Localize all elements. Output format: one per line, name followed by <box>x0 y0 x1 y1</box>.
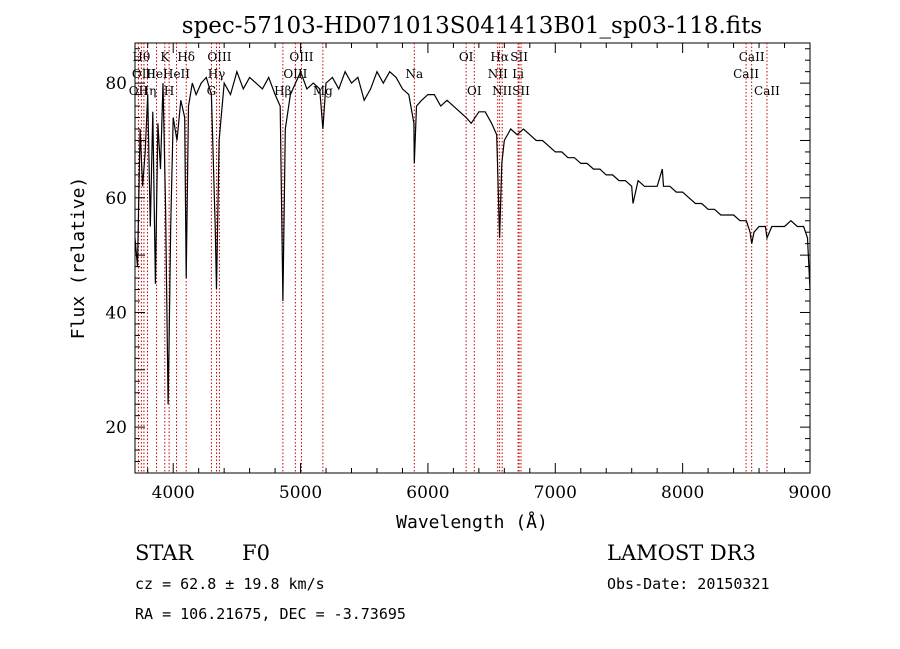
spectral-line-label-17: OI <box>459 50 474 64</box>
spectral-line-label-10: Hγ <box>208 67 226 81</box>
redshift-cz: cz = 62.8 ± 19.8 km/s <box>135 575 325 593</box>
spectral-line-label-4: HeI <box>145 67 168 81</box>
plot-frame <box>134 42 811 474</box>
x-tick-label-1: 5000 <box>279 483 322 503</box>
spectral-line-label-7: HeII <box>163 67 190 81</box>
spectral-line-label-18: OI <box>467 84 482 98</box>
x-tick-label-0: 4000 <box>152 483 195 503</box>
spectral-line-markers <box>137 43 768 473</box>
spectral-line-label-19: NII <box>488 67 508 81</box>
spectrum-series-line <box>134 69 811 405</box>
x-tick-label-3: 7000 <box>534 483 577 503</box>
spectral-line-label-8: Hδ <box>177 50 195 64</box>
spectral-line-label-22: Li <box>512 67 524 81</box>
spectral-line-label-2: OIII <box>132 67 156 81</box>
y-tick-label-1: 40 <box>105 303 127 323</box>
object-subclass: F0 <box>242 541 270 565</box>
spectral-line-label-0: OII <box>129 84 149 98</box>
spectral-line-label-27: CaII <box>754 84 780 98</box>
spectral-line-label-6: H <box>164 84 174 98</box>
chart-title: spec-57103-HD071013S041413B01_sp03-118.f… <box>182 13 762 39</box>
y-tick-label-3: 80 <box>105 74 127 94</box>
x-axis-label: Wavelength (Å) <box>396 511 548 533</box>
spectral-line-label-9: G <box>207 84 217 98</box>
spectral-line-label-3: Hη <box>139 84 157 98</box>
spectral-line-label-23: SII <box>510 50 528 64</box>
observation-date: Obs-Date: 20150321 <box>607 575 770 593</box>
spectral-line-label-1: Hθ <box>133 50 151 64</box>
x-tick-label-5: 9000 <box>788 483 831 503</box>
spectral-line-label-11: OIII <box>207 50 231 64</box>
spectral-line-label-12: Hβ <box>274 84 291 98</box>
y-tick-label-0: 20 <box>105 418 127 438</box>
y-axis-label: Flux (relative) <box>68 177 89 340</box>
spectral-line-label-13: OIII <box>283 67 307 81</box>
y-tick-label-2: 60 <box>105 189 127 209</box>
spectral-line-label-25: CaII <box>733 67 759 81</box>
x-tick-label-2: 6000 <box>406 483 449 503</box>
spectral-line-label-21: NII <box>492 84 512 98</box>
object-class: STAR <box>135 541 194 565</box>
spectral-line-label-5: K <box>160 50 170 64</box>
x-tick-label-4: 8000 <box>661 483 704 503</box>
spectral-line-labels: OIIHθOIIIHηHeIKHHeIIHδGHγOIIIHβOIIIOIIIM… <box>129 50 780 98</box>
spectral-line-label-14: OIII <box>289 50 313 64</box>
spectral-line-label-24: SII <box>512 84 530 98</box>
survey-name: LAMOST DR3 <box>607 541 756 565</box>
y-axis-ticks: 20 40 60 80 <box>105 48 810 463</box>
spectral-line-label-16: Na <box>405 67 423 81</box>
ra-dec-coordinates: RA = 106.21675, DEC = -3.73695 <box>135 605 406 623</box>
spectral-line-label-20: Hα <box>490 50 509 64</box>
x-axis-ticks: 4000 5000 6000 7000 8000 9000 <box>147 43 832 503</box>
spectral-line-label-26: CaII <box>739 50 765 64</box>
